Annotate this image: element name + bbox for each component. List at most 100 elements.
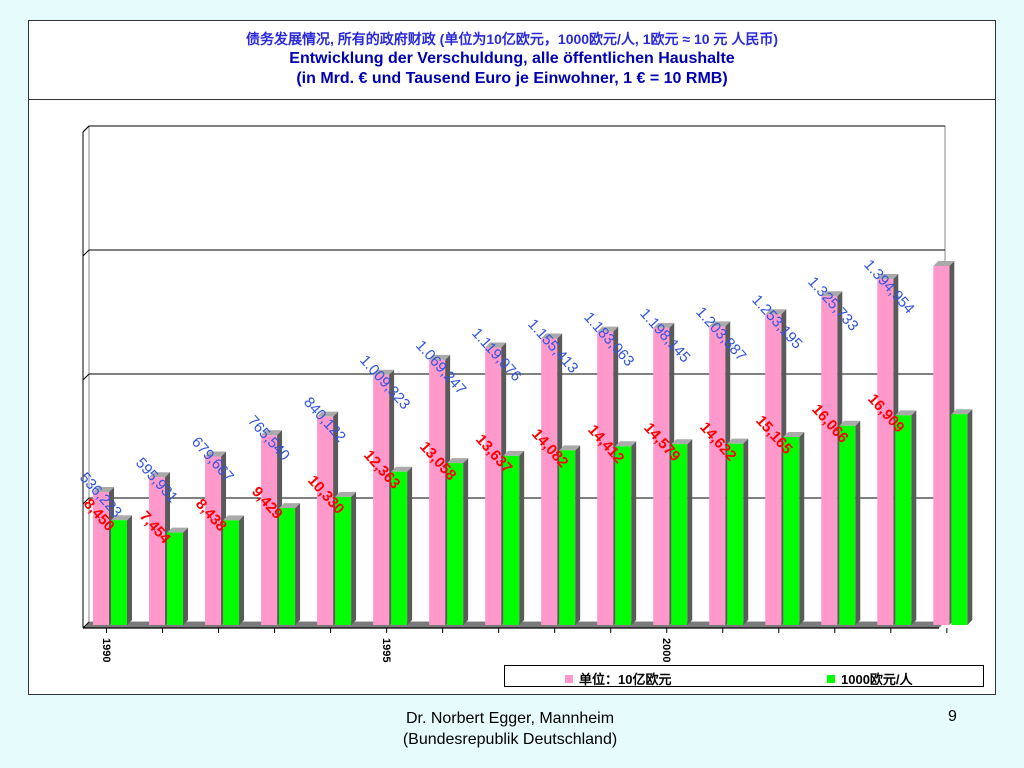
bar-green-side [407, 466, 413, 625]
bar-pink-top [821, 291, 843, 297]
bar-green-top [895, 410, 917, 416]
bar-green-top [223, 515, 245, 521]
bar-pink-top [149, 472, 171, 478]
bar-green-side [575, 445, 581, 625]
bar-pink [933, 266, 950, 625]
bar-green [951, 414, 968, 625]
bar-green-top [951, 409, 973, 415]
bar-green [671, 444, 688, 625]
bar-pink [597, 331, 614, 625]
bar-green [335, 496, 352, 625]
gridline-side [82, 249, 90, 257]
bar-green [783, 436, 800, 625]
chart-title-chinese: 债务发展情况, 所有的政府财政 (单位为10亿欧元，1000欧元/人, 1欧元 … [246, 31, 778, 47]
footer-author: Dr. Norbert Egger, Mannheim (Bundesrepub… [300, 708, 720, 750]
bar-green-side [519, 450, 525, 625]
bar-green [727, 443, 744, 625]
bar-green-top [503, 450, 525, 456]
page-number: 9 [948, 708, 957, 725]
bar-green [895, 415, 912, 625]
bar-green [167, 532, 184, 625]
legend-label-green: 1000欧元/人 [841, 672, 913, 687]
bar-pink [429, 359, 446, 625]
gridline-side [82, 373, 90, 381]
bar-green-top [335, 491, 357, 497]
bar-green [503, 455, 520, 625]
bar-pink [765, 314, 782, 625]
bar-pink-top [485, 342, 507, 348]
bar-chart: 536,2238,450595,9317,454679,6678,438765,… [76, 125, 973, 662]
bar-green [839, 425, 856, 625]
footer-author-country: (Bundesrepublik Deutschland) [402, 731, 618, 748]
bar-pink [653, 327, 670, 625]
bar-green-top [727, 438, 749, 444]
bar-green-top [559, 445, 581, 451]
bar-green-side [239, 515, 245, 625]
bar-green-top [447, 458, 469, 464]
bar-green [223, 520, 240, 625]
bar-pink-top [373, 369, 395, 375]
bar-green-top [391, 466, 413, 472]
legend-swatch-green [827, 674, 835, 683]
bar-pink [93, 492, 109, 625]
chart-legend: 单位：10亿欧元 1000欧元/人 [504, 665, 984, 687]
bar-green-side [911, 410, 917, 625]
bar-green [615, 446, 632, 625]
gridline-side [82, 125, 90, 133]
bar-green [279, 508, 296, 625]
footer-author-name: Dr. Norbert Egger, Mannheim [405, 710, 615, 727]
bar-pink-top [261, 430, 283, 436]
bar-pink-top [93, 487, 114, 493]
bar-green-side [183, 527, 189, 625]
bar-green-top [615, 441, 637, 447]
legend-label-pink: 单位：10亿欧元 [579, 672, 672, 687]
chart-area: 536,223 8,450 595,931 7,454 679,667 8,438 765,… [28, 100, 996, 695]
bar-pink-top [765, 309, 787, 315]
bar-green-side [463, 458, 469, 625]
bar-green [447, 463, 464, 625]
bar-pink-top [933, 261, 955, 267]
bar-green-side [295, 503, 301, 625]
x-tick-label: 1990 [100, 638, 112, 662]
legend-entry-pink: 单位：10亿欧元 [565, 669, 671, 688]
gridline-side [82, 497, 90, 505]
bar-green-top [783, 431, 805, 437]
bar-pink [877, 279, 894, 625]
bar-green [559, 450, 576, 625]
bar-pink-top [541, 333, 563, 339]
chart-title-german: Entwicklung der Verschuldung, alle öffen… [289, 50, 735, 67]
bar-pink [261, 435, 278, 625]
bar-pink-top [205, 451, 227, 457]
bar-green-top [111, 515, 132, 521]
bar-pink [205, 456, 222, 625]
bar-green-top [279, 503, 301, 509]
bar-green-side [743, 438, 749, 625]
gridline-side [82, 621, 90, 629]
bar-pink [485, 347, 502, 625]
bar-green [111, 520, 127, 625]
bar-pink [541, 338, 558, 625]
bar-green-side [127, 515, 132, 625]
chart-subtitle-german: (in Mrd. € und Tausend Euro je Einwohner… [296, 70, 728, 87]
bar-pink [709, 326, 726, 625]
bar-green-side [631, 441, 637, 625]
bar-green-side [967, 409, 973, 625]
x-tick-label: 1995 [380, 638, 392, 662]
bar-pink-top [877, 274, 899, 280]
bar-green-top [671, 439, 693, 445]
legend-swatch-pink [565, 674, 573, 683]
bar-pink [149, 477, 166, 625]
x-tick-label: 2000 [660, 638, 672, 662]
legend-entry-green: 1000欧元/人 [827, 669, 913, 688]
bar-pink-top [429, 354, 451, 360]
bar-pink-top [317, 411, 339, 417]
bar-pink [317, 416, 334, 625]
bar-green-top [167, 527, 189, 533]
chart-title-box: 债务发展情况, 所有的政府财政 (单位为10亿欧元，1000欧元/人, 1欧元 … [28, 20, 996, 100]
bar-green-side [351, 491, 357, 625]
bar-green [391, 471, 408, 625]
bar-green-top [839, 420, 861, 426]
bar-pink [373, 374, 390, 625]
bar-green-side [687, 439, 693, 625]
bar-pink [821, 296, 838, 625]
